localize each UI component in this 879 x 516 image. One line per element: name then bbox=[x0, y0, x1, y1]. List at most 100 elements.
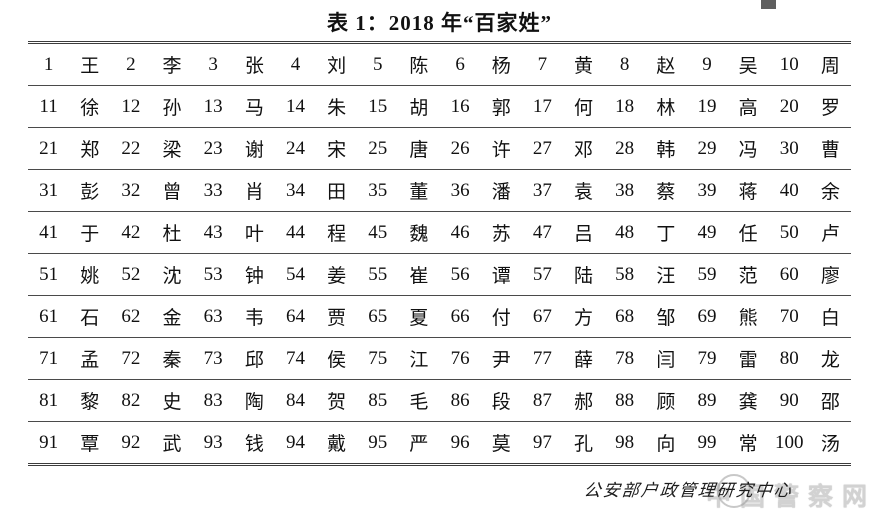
table-row: 1 王 2 李 3 张 4 刘 5 陈 6 杨 7 黄 8 赵 9 吴 10 周 bbox=[28, 44, 851, 86]
table-row: 81 黎 82 史 83 陶 84 贺 85 毛 86 段 87 郝 88 顾 89 龚 90 邵 bbox=[28, 380, 851, 422]
table-row: 31 彭 32 曾 33 肖 34 田 35 董 36 潘 37 袁 38 蔡 39 蒋 40 余 bbox=[28, 170, 851, 212]
rank-number: 69 bbox=[697, 305, 717, 327]
rank-number: 16 bbox=[450, 95, 470, 117]
rank-number: 34 bbox=[285, 179, 305, 201]
rank-number: 59 bbox=[697, 263, 717, 285]
rank-number: 79 bbox=[697, 347, 717, 369]
rank-number: 33 bbox=[203, 179, 223, 201]
surname: 覃 bbox=[80, 434, 100, 455]
surname: 段 bbox=[491, 392, 511, 413]
rank-number: 27 bbox=[532, 137, 552, 159]
rank-number: 25 bbox=[368, 137, 388, 159]
table-row: 21 郑 22 梁 23 谢 24 宋 25 唐 26 许 27 邓 28 韩 29 冯 30 曹 bbox=[28, 128, 851, 170]
rank-number: 42 bbox=[121, 221, 141, 243]
surname: 吕 bbox=[574, 224, 594, 245]
rank-number: 67 bbox=[532, 305, 552, 327]
rank-number: 52 bbox=[121, 263, 141, 285]
surname: 郑 bbox=[80, 140, 100, 161]
rank-number: 15 bbox=[368, 95, 388, 117]
rank-number: 1 bbox=[43, 53, 54, 75]
surname: 汪 bbox=[656, 266, 676, 287]
rank-number: 13 bbox=[203, 95, 223, 117]
rank-number: 50 bbox=[779, 221, 799, 243]
surname: 龚 bbox=[738, 392, 758, 413]
rank-number: 38 bbox=[615, 179, 635, 201]
rank-number: 71 bbox=[39, 347, 59, 369]
surname: 杜 bbox=[162, 224, 182, 245]
seal-circle-icon bbox=[717, 474, 751, 508]
surname: 秦 bbox=[162, 350, 182, 371]
surname: 龙 bbox=[820, 350, 840, 371]
rank-number: 24 bbox=[285, 137, 305, 159]
rank-number: 6 bbox=[455, 53, 465, 75]
surname: 雷 bbox=[738, 350, 758, 371]
surname: 黄 bbox=[574, 56, 594, 77]
rank-number: 73 bbox=[203, 347, 223, 369]
surname: 肖 bbox=[244, 182, 264, 203]
rank-number: 88 bbox=[615, 389, 635, 411]
rank-number: 26 bbox=[450, 137, 470, 159]
rank-number: 54 bbox=[285, 263, 305, 285]
rank-number: 35 bbox=[368, 179, 388, 201]
rank-number: 9 bbox=[702, 53, 712, 75]
rank-number: 51 bbox=[39, 263, 59, 285]
surname: 闫 bbox=[656, 350, 676, 371]
rank-number: 65 bbox=[368, 305, 388, 327]
rank-number: 45 bbox=[368, 221, 388, 243]
surname: 熊 bbox=[738, 308, 758, 329]
surname: 严 bbox=[409, 434, 429, 455]
rank-number: 77 bbox=[532, 347, 552, 369]
surname: 常 bbox=[738, 434, 758, 455]
surname: 李 bbox=[162, 56, 182, 77]
surname: 蒋 bbox=[738, 182, 758, 203]
table-row: 61 石 62 金 63 韦 64 贾 65 夏 66 付 67 方 68 邹 69 熊 70 白 bbox=[28, 296, 851, 338]
surname: 叶 bbox=[244, 224, 264, 245]
surname: 毛 bbox=[409, 392, 429, 413]
surname: 孙 bbox=[162, 98, 182, 119]
rank-number: 48 bbox=[615, 221, 635, 243]
surname: 杨 bbox=[491, 56, 511, 77]
surname: 潘 bbox=[491, 182, 511, 203]
surname: 白 bbox=[820, 308, 840, 329]
rank-number: 22 bbox=[121, 137, 141, 159]
rank-number: 100 bbox=[775, 431, 804, 453]
rank-number: 75 bbox=[368, 347, 388, 369]
rank-number: 47 bbox=[532, 221, 552, 243]
rank-number: 17 bbox=[532, 95, 552, 117]
rank-number: 92 bbox=[121, 431, 141, 453]
surname: 钱 bbox=[244, 434, 264, 455]
table-row: 11 徐 12 孙 13 马 14 朱 15 胡 16 郭 17 何 18 林 19 高 20 罗 bbox=[28, 86, 851, 128]
surname: 贺 bbox=[327, 392, 347, 413]
rank-number: 89 bbox=[697, 389, 717, 411]
rank-number: 93 bbox=[203, 431, 223, 453]
rank-number: 96 bbox=[450, 431, 470, 453]
surname: 付 bbox=[491, 308, 511, 329]
rank-number: 14 bbox=[285, 95, 305, 117]
rank-number: 91 bbox=[39, 431, 59, 453]
rank-number: 49 bbox=[697, 221, 717, 243]
rank-number: 36 bbox=[450, 179, 470, 201]
table-row: 71 孟 72 秦 73 邱 74 侯 75 江 76 尹 77 薛 78 闫 79 雷 80 龙 bbox=[28, 338, 851, 380]
rank-number: 19 bbox=[697, 95, 717, 117]
rank-number: 80 bbox=[779, 347, 799, 369]
surname: 陶 bbox=[244, 392, 264, 413]
surname: 罗 bbox=[820, 98, 840, 119]
surname: 何 bbox=[574, 98, 594, 119]
rank-number: 21 bbox=[39, 137, 59, 159]
surname: 谢 bbox=[244, 140, 264, 161]
rank-number: 5 bbox=[373, 53, 383, 75]
surname: 曹 bbox=[820, 140, 840, 161]
surname: 戴 bbox=[327, 434, 347, 455]
surname: 武 bbox=[162, 434, 182, 455]
surname: 石 bbox=[80, 308, 100, 329]
rank-number: 41 bbox=[39, 221, 59, 243]
surname: 范 bbox=[738, 266, 758, 287]
surname: 顾 bbox=[656, 392, 676, 413]
rank-number: 62 bbox=[121, 305, 141, 327]
rank-number: 61 bbox=[39, 305, 59, 327]
rank-number: 32 bbox=[121, 179, 141, 201]
rank-number: 84 bbox=[285, 389, 305, 411]
surname: 吴 bbox=[738, 56, 758, 77]
surname: 赵 bbox=[656, 56, 676, 77]
